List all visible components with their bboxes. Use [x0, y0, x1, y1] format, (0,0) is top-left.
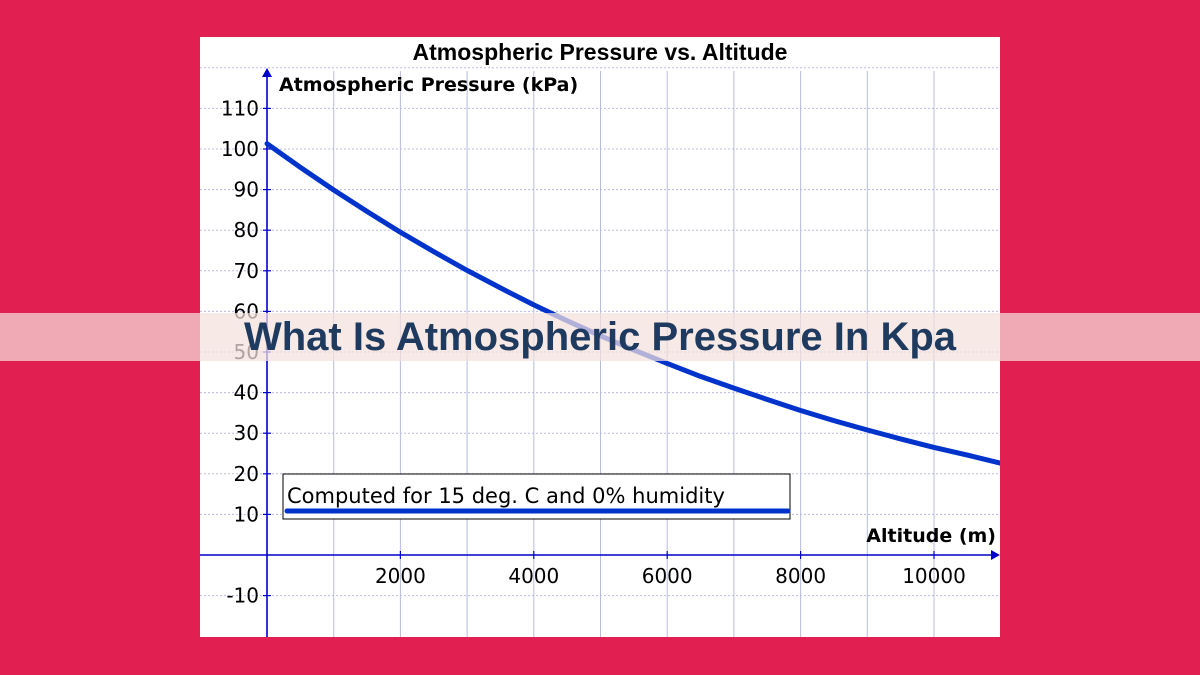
y-axis-arrow [262, 68, 272, 77]
annotation-text: Computed for 15 deg. C and 0% humidity [287, 484, 725, 508]
x-tick-label: 8000 [775, 564, 826, 588]
banner-title: What Is Atmospheric Pressure In Kpa [243, 315, 957, 359]
y-tick-label: 110 [221, 96, 259, 120]
x-tick-label: 10000 [902, 564, 966, 588]
y-tick-label: 100 [221, 137, 259, 161]
y-tick-label: -10 [226, 584, 259, 608]
y-axis-label: Atmospheric Pressure (kPa) [279, 74, 578, 96]
y-tick-label: 70 [234, 259, 259, 283]
y-tick-label: 80 [234, 218, 259, 242]
x-tick-label: 4000 [508, 564, 559, 588]
x-tick-label: 6000 [642, 564, 693, 588]
series-line [264, 141, 1000, 466]
y-tick-label: 40 [234, 381, 259, 405]
y-tick-label: 90 [234, 178, 259, 202]
chart-title: Atmospheric Pressure vs. Altitude [413, 39, 788, 65]
y-tick-label: 20 [234, 462, 259, 486]
y-tick-label: 10 [234, 502, 259, 526]
x-axis-label: Altitude (m) [866, 525, 996, 547]
x-axis-arrow [991, 550, 1000, 560]
y-tick-label: 30 [234, 421, 259, 445]
series [264, 141, 1000, 466]
title-banner [0, 313, 1200, 361]
x-tick-label: 2000 [375, 564, 426, 588]
